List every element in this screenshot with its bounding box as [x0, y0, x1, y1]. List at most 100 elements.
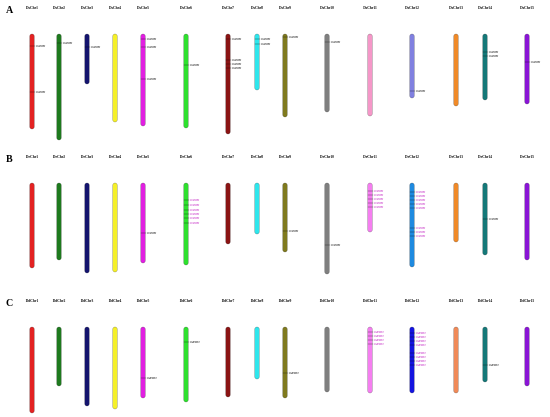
gene-label: DdPMEI — [373, 331, 383, 334]
chromosome-bar — [482, 33, 488, 101]
gene-label: DdPMEI — [373, 335, 383, 338]
chromosome-bar — [29, 33, 35, 130]
chromosome-bar — [183, 33, 189, 129]
gene-label: DrPMEI — [373, 190, 383, 193]
gene-label: DrPMEI — [415, 235, 425, 238]
gene-label: DsPMEI — [488, 51, 498, 54]
panel-a: A DsChr1DsPMEIDsPMEIDsChr2DsPMEIDsChr3DsP… — [6, 5, 540, 141]
chromosome-bar — [183, 326, 189, 403]
chromosome-label: DdChr14 — [478, 299, 493, 303]
chromosome-bar — [524, 33, 530, 105]
chromosome-bar — [367, 182, 373, 233]
gene-label: DdPMEI — [415, 352, 425, 355]
gene-label: DrPMEI — [373, 194, 383, 197]
chromosome-label: DrChr4 — [109, 155, 121, 159]
chromosome-label: DdChr10 — [320, 299, 335, 303]
chromosome-bar — [453, 182, 459, 243]
chromosome-bar — [282, 182, 288, 253]
chromosome-bar — [367, 326, 373, 394]
chromosome-label: DrChr2 — [53, 155, 65, 159]
chromosome-label: DrChr8 — [251, 155, 263, 159]
chromosome-label: DdChr2 — [53, 299, 66, 303]
gene-label: DrPMEI — [189, 217, 199, 220]
gene-label: DsPMEI — [530, 61, 540, 64]
gene-label: DsPMEI — [231, 67, 241, 70]
chromosome-label: DsChr5 — [137, 6, 149, 10]
gene-label: DdPMEI — [189, 341, 199, 344]
chromosome-bar — [453, 326, 459, 394]
chromosome-bar — [140, 326, 146, 399]
chromosome-bar — [183, 182, 189, 266]
chromosome-bar — [367, 33, 373, 117]
panel-letter: A — [6, 5, 14, 16]
gene-label: DrPMEI — [373, 206, 383, 209]
chromosome-label: DrChr3 — [81, 155, 93, 159]
chromosome-label: DsChr7 — [222, 6, 234, 10]
gene-label: DrPMEI — [415, 207, 425, 210]
gene-label: DrPMEI — [288, 230, 298, 233]
gene-label: DrPMEI — [189, 213, 199, 216]
chromosome-bar — [409, 182, 415, 268]
chromosome-bar — [56, 33, 62, 141]
gene-label: DdPMEI — [146, 377, 156, 380]
chromosome-label: DsChr2 — [53, 6, 65, 10]
chromosome-label: DsChr4 — [109, 6, 121, 10]
chromosome-label: DdChr8 — [251, 299, 264, 303]
gene-label: DdPMEI — [373, 339, 383, 342]
gene-label: DdPMEI — [415, 340, 425, 343]
chromosome-label: DdChr1 — [26, 299, 39, 303]
chromosome-label: DrChr7 — [222, 155, 234, 159]
gene-label: DrPMEI — [415, 195, 425, 198]
panel-c: C DdChr1 DdChr2 DdChr3 DdChr4 DdChr5 DdPMEI DdC… — [6, 298, 534, 414]
gene-label: DsPMEI — [260, 43, 270, 46]
chromosome-label: DdChr9 — [279, 299, 292, 303]
chromosome-label: DsChr3 — [81, 6, 93, 10]
panel-letter: B — [6, 154, 13, 165]
chromosome-bar — [254, 182, 260, 235]
gene-label: DdPMEI — [488, 364, 498, 367]
gene-label: DsPMEI — [62, 42, 72, 45]
gene-label: DrPMEI — [415, 227, 425, 230]
chromosome-bar — [324, 326, 330, 393]
chromosome-label: DrChr14 — [478, 155, 492, 159]
gene-label: DsPMEI — [189, 64, 199, 67]
chromosome-label: DsChr8 — [251, 6, 263, 10]
chromosome-label: DsChr6 — [180, 6, 192, 10]
panel-b: B DrChr1 DrChr2 DrChr3 DrChr4 DrChr5 DrPMEI DrC… — [6, 154, 534, 275]
gene-label: DrPMEI — [189, 209, 199, 212]
chromosome-label: DrChr12 — [405, 155, 419, 159]
chromosome-bar — [482, 326, 488, 383]
chromosome-bar — [324, 33, 330, 113]
chromosome-label: DdChr12 — [405, 299, 420, 303]
chromosome-label: DdChr7 — [222, 299, 235, 303]
gene-label: DsPMEI — [231, 59, 241, 62]
chromosome-label: DsChr10 — [320, 6, 334, 10]
chromosome-label: DrChr6 — [180, 155, 192, 159]
gene-label: DrPMEI — [189, 204, 199, 207]
chromosome-label: DdChr4 — [109, 299, 122, 303]
gene-label: DsPMEI — [146, 38, 156, 41]
chromosome-bar — [56, 326, 62, 387]
chromosome-bar — [524, 326, 530, 387]
chromosome-label: DsChr15 — [520, 6, 534, 10]
chromosome-bar — [84, 182, 90, 274]
chromosome-bar — [225, 182, 231, 245]
chromosome-bar — [140, 182, 146, 264]
gene-label: DsPMEI — [35, 91, 45, 94]
gene-label: DsPMEI — [415, 90, 425, 93]
gene-label: DdPMEI — [415, 364, 425, 367]
chromosome-label: DdChr11 — [363, 299, 377, 303]
gene-label: DrPMEI — [415, 231, 425, 234]
gene-label: DdPMEI — [415, 336, 425, 339]
gene-label: DrPMEI — [373, 202, 383, 205]
gene-label: DdPMEI — [288, 372, 298, 375]
panel-letter: C — [6, 298, 13, 309]
chromosome-label: DrChr13 — [449, 155, 463, 159]
chromosome-bar — [112, 326, 118, 410]
chromosome-bar — [453, 33, 459, 107]
chromosome-label: DrChr11 — [363, 155, 377, 159]
gene-label: DsPMEI — [231, 38, 241, 41]
chromosome-bar — [409, 33, 415, 99]
chromosome-label: DdChr13 — [449, 299, 464, 303]
